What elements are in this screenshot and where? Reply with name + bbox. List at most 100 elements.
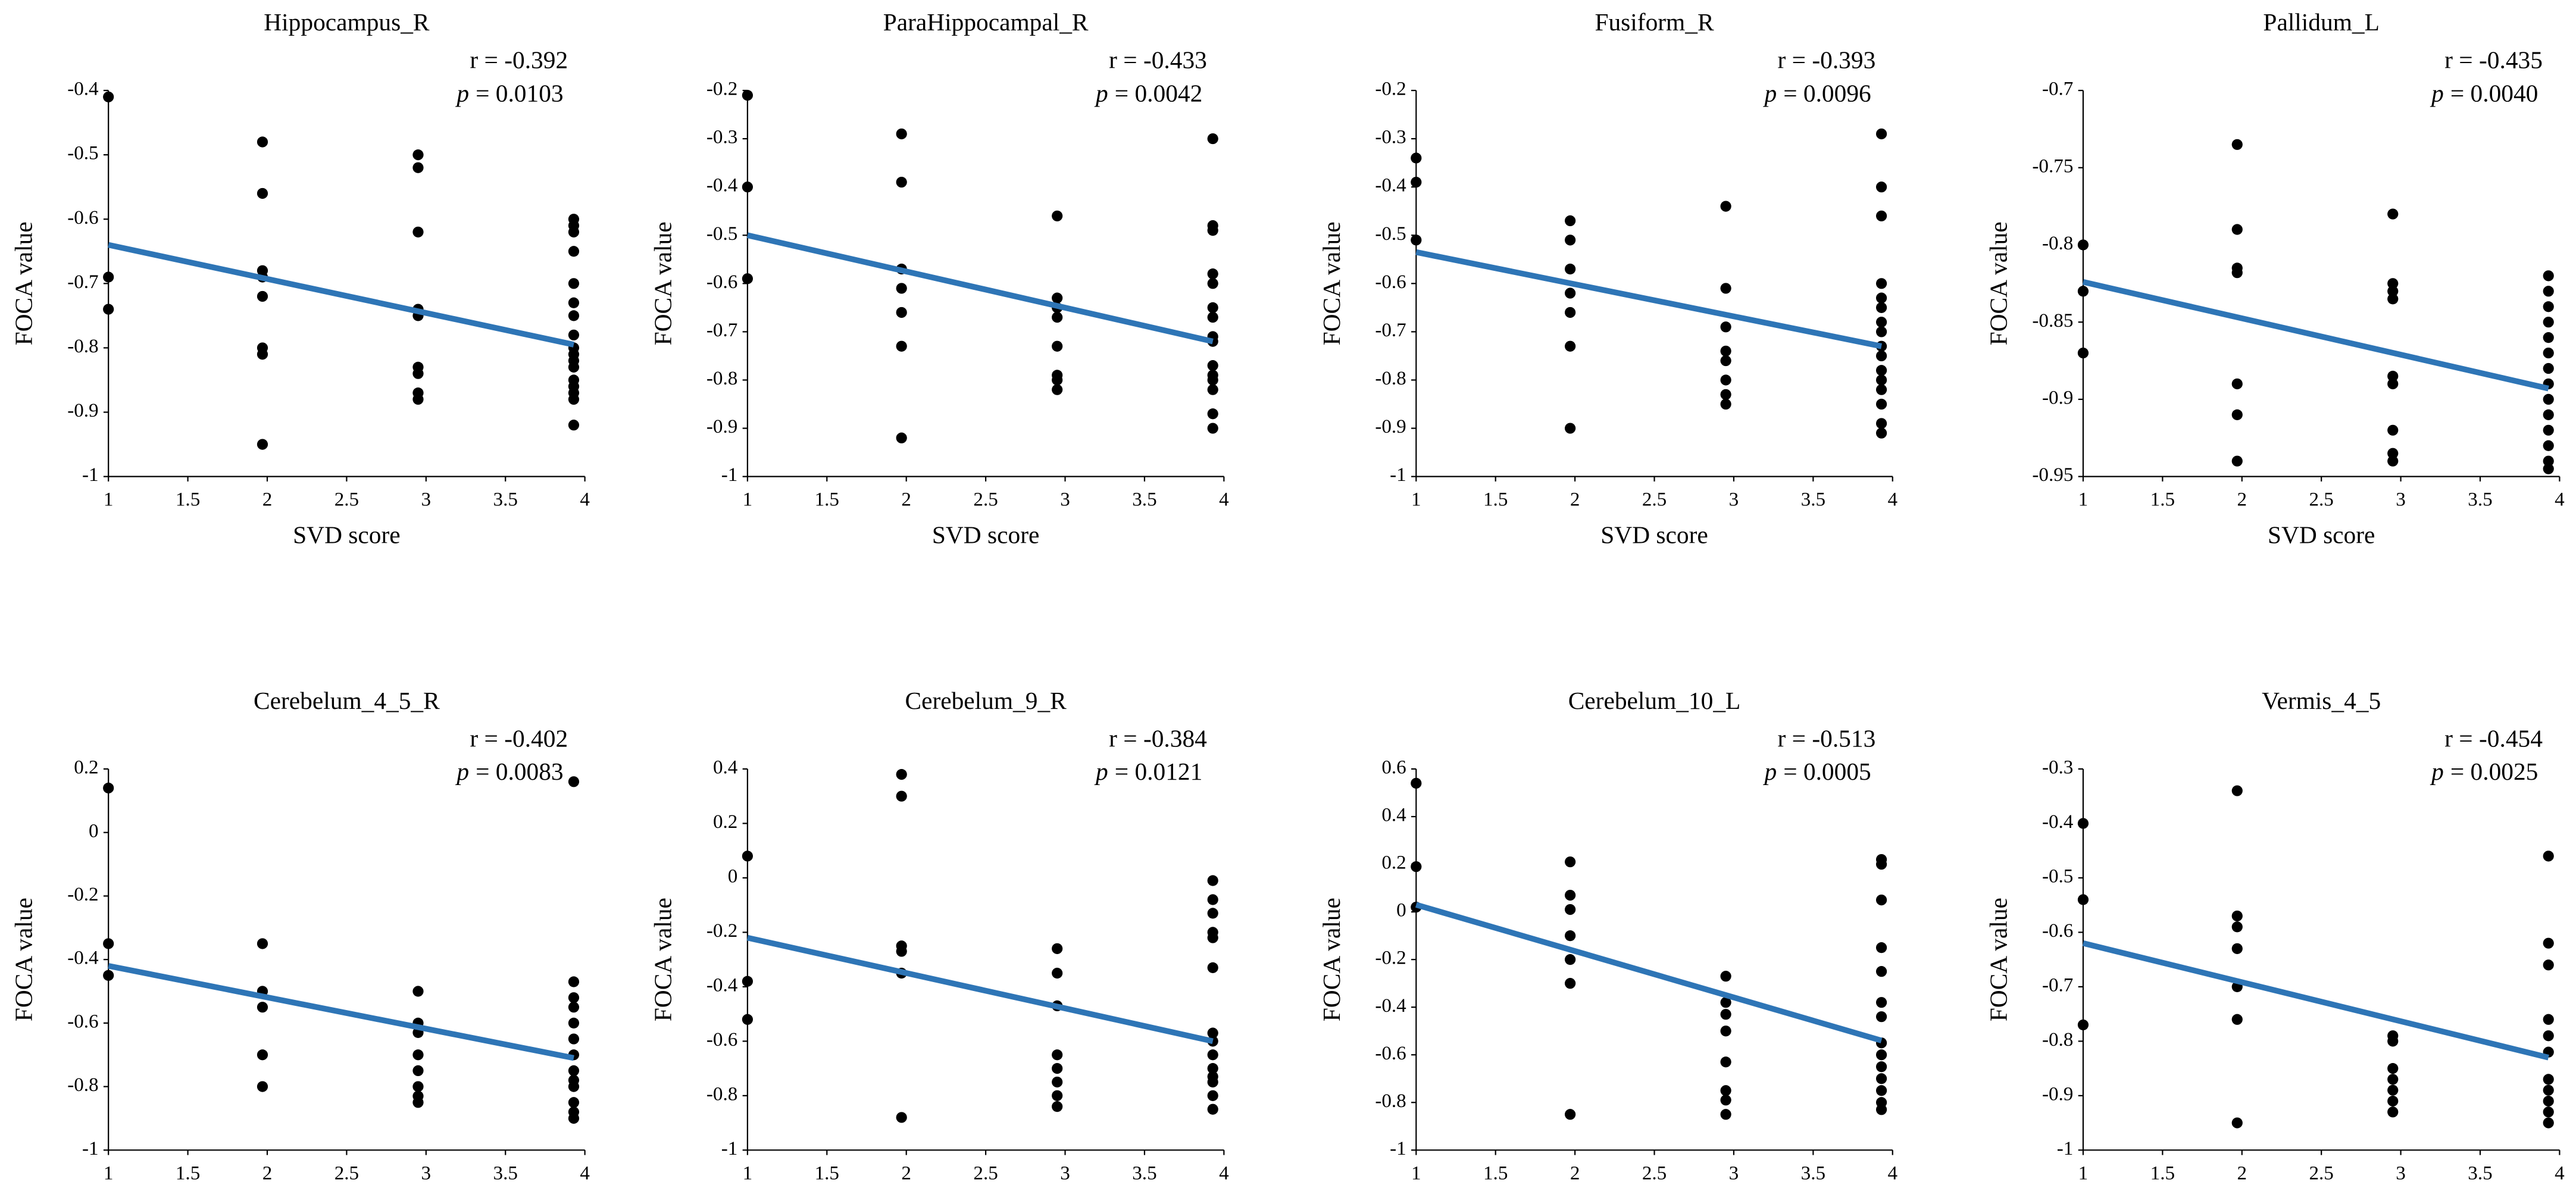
panel: -1 -0.9 -0.8 -0.7 -0.6 -0.5 -0.4 -0.3 -0.2 1 1.5 2 2… <box>1318 8 1898 548</box>
x-tick-label: 4 <box>1887 1162 1897 1184</box>
point <box>1565 903 1576 915</box>
point <box>1052 374 1063 386</box>
point <box>568 361 580 373</box>
y-tick-label: -0.8 <box>2042 232 2073 254</box>
y-tick-label: -0.9 <box>67 399 98 421</box>
point <box>1565 215 1576 227</box>
point <box>1720 997 1731 1008</box>
point <box>2231 267 2243 279</box>
point <box>2387 1062 2399 1074</box>
p-annotation: p = 0.0042 <box>1094 79 1202 107</box>
point <box>2387 286 2399 297</box>
point <box>1207 268 1218 280</box>
point <box>1207 374 1218 386</box>
y-tick-label: -1 <box>1390 464 1406 486</box>
point <box>2077 347 2089 359</box>
x-tick-label: 3.5 <box>1801 489 1825 511</box>
x-tick-label: 3 <box>421 1162 432 1184</box>
point <box>1207 384 1218 395</box>
point <box>1052 1049 1063 1061</box>
point <box>412 986 424 997</box>
point <box>568 992 580 1003</box>
x-tick-label: 3 <box>1729 1162 1739 1184</box>
p-symbol: p <box>2430 79 2444 107</box>
x-tick-label: 3 <box>1060 489 1070 511</box>
point <box>2077 286 2089 297</box>
point <box>1720 1109 1731 1120</box>
y-axis-label: FOCA value <box>1318 898 1345 1021</box>
x-tick-label: 1 <box>1411 1162 1421 1184</box>
y-axis-label: FOCA value <box>649 898 676 1021</box>
point <box>2543 937 2554 949</box>
p-symbol: p <box>1094 79 1108 107</box>
p-symbol: p <box>2430 758 2444 785</box>
x-tick-label: 2.5 <box>1642 1162 1667 1184</box>
point <box>1565 423 1576 434</box>
chart-title: Cerebelum_4_5_R <box>254 687 440 714</box>
point <box>742 851 754 862</box>
point <box>2231 785 2243 796</box>
x-tick-label: 1 <box>104 1162 114 1184</box>
point <box>1052 292 1063 304</box>
x-tick-label: 3 <box>1729 489 1739 511</box>
y-tick-label: -1 <box>721 1137 738 1159</box>
chart-title: Vermis_4_5 <box>2262 687 2381 714</box>
point <box>568 1065 580 1077</box>
y-tick-label: -0.8 <box>706 367 737 389</box>
point <box>2387 1095 2399 1107</box>
r-annotation: r = -0.392 <box>470 46 568 74</box>
point <box>103 782 114 794</box>
y-tick-label: 0.2 <box>1381 852 1406 874</box>
point <box>1720 971 1731 982</box>
x-tick-label: 1.5 <box>176 489 200 511</box>
y-tick-label: -0.85 <box>2032 309 2073 332</box>
trend-line <box>108 963 574 1061</box>
x-tick-label: 2.5 <box>2309 489 2333 511</box>
point <box>1411 152 1422 164</box>
y-axis-label: FOCA value <box>649 221 676 345</box>
point <box>742 273 754 285</box>
point <box>2543 1014 2554 1025</box>
y-tick-label: -0.4 <box>1375 995 1406 1017</box>
y-tick-label: -0.7 <box>706 319 737 341</box>
point <box>2543 301 2554 312</box>
y-tick-label: -1 <box>2057 1137 2074 1159</box>
point <box>1875 894 1887 906</box>
point <box>2543 455 2554 467</box>
x-tick-label: 4 <box>1219 1162 1229 1184</box>
y-tick-label: -0.5 <box>67 142 98 164</box>
x-tick-label: 3 <box>421 489 432 511</box>
point <box>2387 293 2399 305</box>
x-tick-label: 2 <box>901 1162 911 1184</box>
point <box>1720 398 1731 410</box>
point <box>1875 942 1887 953</box>
point <box>257 1081 268 1092</box>
point <box>257 187 268 199</box>
point <box>2231 1014 2243 1025</box>
point <box>568 420 580 431</box>
point <box>2543 270 2554 282</box>
point <box>1565 1109 1576 1120</box>
point <box>1720 283 1731 294</box>
y-tick-label: -0.7 <box>1375 319 1406 341</box>
point <box>1720 374 1731 386</box>
x-tick-label: 2 <box>1570 489 1580 511</box>
p-annotation: p = 0.0040 <box>2430 79 2538 107</box>
y-tick-label: -0.9 <box>706 415 737 437</box>
chart-title: Cerebelum_9_R <box>905 687 1067 714</box>
point <box>1207 225 1218 236</box>
y-tick-label: -0.3 <box>2042 756 2073 779</box>
point <box>2543 332 2554 343</box>
point <box>412 1081 424 1092</box>
point <box>412 1049 424 1061</box>
x-tick-label: 3.5 <box>2468 489 2492 511</box>
x-tick-label: 1.5 <box>1483 1162 1508 1184</box>
point <box>568 393 580 405</box>
point <box>2543 1117 2554 1128</box>
point <box>1720 1056 1731 1068</box>
point <box>1875 1049 1887 1061</box>
point <box>103 304 114 315</box>
p-annotation: p = 0.0025 <box>2430 758 2538 785</box>
point <box>896 432 907 443</box>
point <box>2231 921 2243 933</box>
